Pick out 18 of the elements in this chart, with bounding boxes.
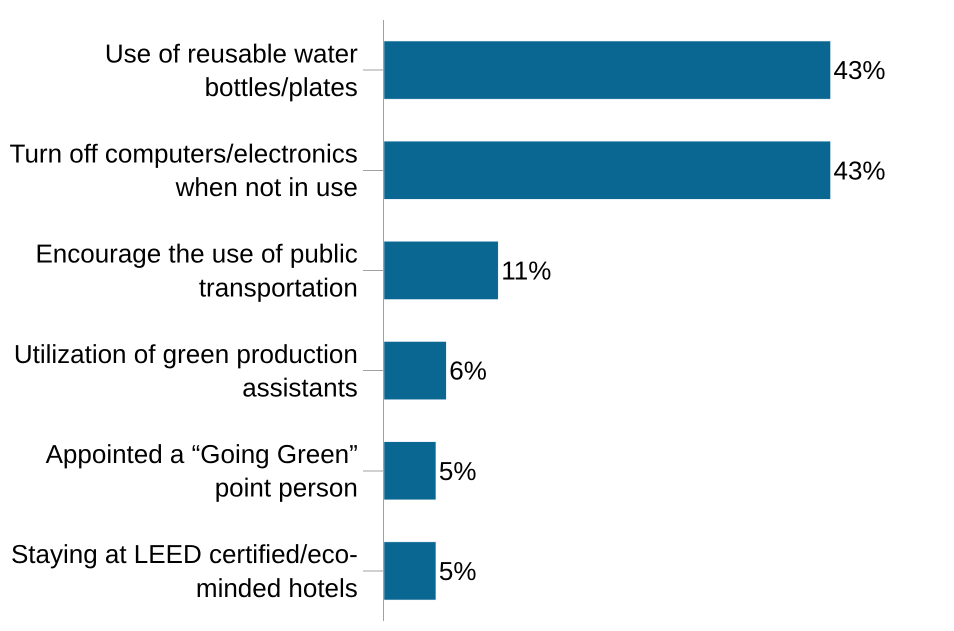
bar: [384, 140, 831, 200]
bar: [384, 341, 447, 400]
data-label: 43%: [834, 55, 886, 86]
y-tick-label: Utilization of green production assistants: [14, 338, 358, 403]
y-tick-label: Staying at LEED certified/eco- minded hotels: [10, 539, 358, 603]
data-label: 11%: [501, 255, 552, 286]
bar: [384, 241, 498, 300]
y-tick-label: Appointed a “Going Green” point person: [46, 438, 358, 503]
bar: [384, 441, 436, 500]
data-label: 5%: [438, 556, 476, 586]
y-tick-label: Use of reusable water bottles/plates: [104, 38, 358, 102]
data-label: 6%: [449, 356, 487, 386]
y-tick-label: Encourage the use of public transportation: [35, 238, 358, 302]
data-label: 43%: [834, 155, 886, 186]
bar: [384, 40, 831, 100]
bar: [384, 542, 436, 600]
y-tick-label: Turn off computers/electronics when not in use: [10, 138, 358, 202]
data-label: 5%: [438, 456, 476, 486]
